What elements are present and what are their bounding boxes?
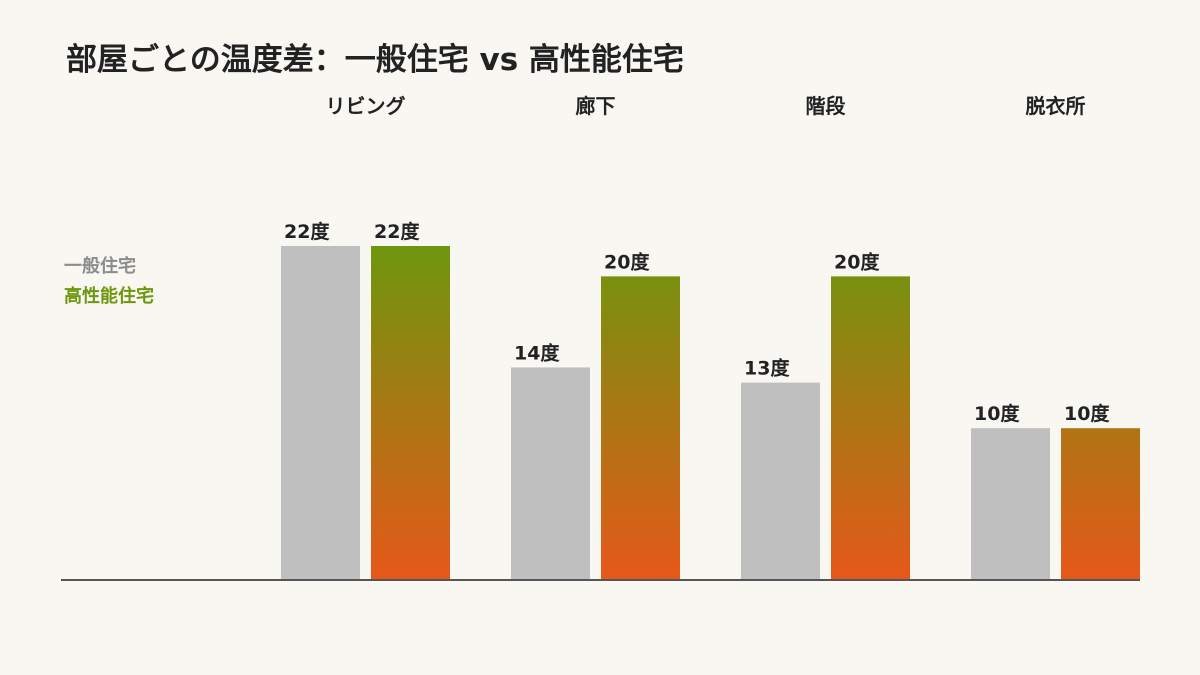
bar-general — [281, 246, 360, 580]
category-label: 脱衣所 — [1026, 94, 1086, 118]
legend-item-high-performance: 高性能住宅 — [64, 286, 154, 307]
data-label: 20度 — [604, 250, 650, 273]
data-label: 10度 — [974, 402, 1020, 425]
bar-high-performance — [371, 246, 450, 580]
bar-general — [511, 367, 590, 580]
data-label: 20度 — [834, 250, 880, 273]
bar-high-performance — [601, 276, 680, 580]
bar-high-performance — [1061, 428, 1140, 580]
bar-high-performance — [831, 276, 910, 580]
category-label: 廊下 — [576, 94, 616, 118]
data-label: 10度 — [1064, 402, 1110, 425]
legend-item-general: 一般住宅 — [64, 256, 136, 277]
data-label: 22度 — [284, 220, 330, 243]
legend: 一般住宅 高性能住宅 — [64, 252, 154, 312]
bar-general — [971, 428, 1050, 580]
data-label: 13度 — [744, 357, 790, 380]
labels-group: リビング 22度 22度 廊下 14度 20度 階段 13度 20度 脱衣所 10度 10度 — [284, 94, 1110, 425]
category-label: 階段 — [806, 94, 846, 118]
data-label: 14度 — [514, 341, 560, 364]
chart-title: 部屋ごとの温度差：一般住宅 vs 高性能住宅 — [66, 42, 684, 78]
bar-general — [741, 382, 820, 580]
category-label: リビング — [326, 94, 406, 118]
data-label: 22度 — [374, 220, 420, 243]
bars-group — [281, 246, 1140, 580]
